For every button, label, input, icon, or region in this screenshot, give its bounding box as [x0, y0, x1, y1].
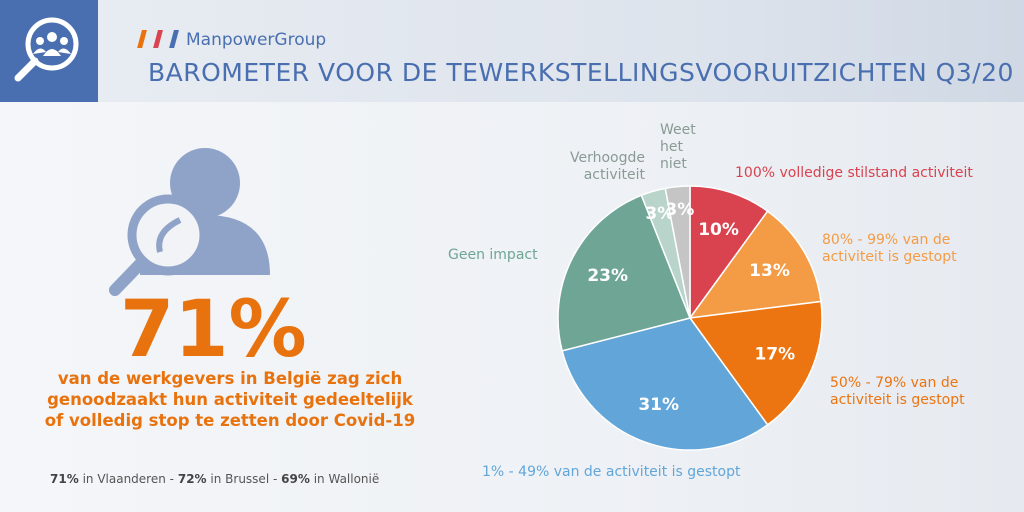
category-label: 50% - 79% van de activiteit is gestopt [830, 375, 965, 408]
header [0, 0, 1024, 102]
value-label: 10% [698, 220, 739, 240]
brand-logo [137, 30, 179, 48]
category-label: Geen impact [448, 247, 538, 263]
region-label: in Vlaanderen [82, 472, 166, 486]
search-people-icon [14, 17, 79, 82]
region-value: 71% [50, 472, 79, 486]
pie-slice [688, 300, 823, 426]
category-label: 100% volledige stilstand activiteit [735, 165, 973, 181]
category-label: Weet het niet [660, 122, 696, 172]
highlight-figure: 71% [120, 285, 307, 375]
region-label: in Brussel [210, 472, 270, 486]
title: BAROMETER VOOR DE TEWERKSTELLINGSVOORUIT… [148, 58, 1014, 87]
pie-slice [561, 317, 769, 451]
value-label: 13% [749, 261, 790, 281]
value-label: 3% [665, 200, 694, 220]
brand: ManpowerGroup [186, 30, 327, 50]
category-label: Verhoogde activiteit [569, 150, 645, 183]
regional-breakdown: 71% in Vlaanderen - 72% in Brussel - 69%… [50, 472, 379, 486]
value-label: 17% [754, 345, 795, 365]
pie-slice [664, 185, 691, 319]
region-value: 69% [281, 472, 310, 486]
highlight-text: van de werkgevers in België zag zich gen… [44, 369, 416, 430]
separator: - [169, 472, 175, 486]
region-value: 72% [177, 472, 207, 486]
person-search-icon [109, 148, 270, 296]
icon-box [0, 0, 98, 102]
value-label: 3% [645, 204, 674, 224]
pie: 10% 13% 17% 31% 23% 3%3% [557, 185, 823, 451]
region-label: in Wallonië [313, 472, 380, 486]
category-label: 1% - 49% van de activiteit is gestopt [482, 464, 741, 480]
category-label: 80% - 99% van de activiteit is gestopt [822, 232, 957, 265]
separator: - [272, 472, 278, 486]
value-label: 31% [638, 395, 679, 415]
value-label: 23% [587, 266, 628, 286]
pie-slice [689, 185, 769, 321]
pie-slice [557, 194, 692, 352]
pie-slice [688, 210, 822, 319]
